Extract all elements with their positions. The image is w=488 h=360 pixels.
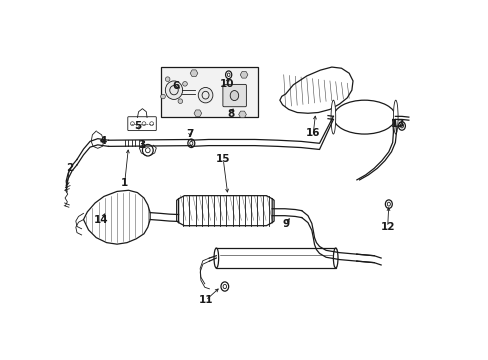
Text: 1: 1 [121,177,128,188]
Bar [216,248,335,268]
FancyBboxPatch shape [127,117,156,131]
Ellipse shape [142,144,153,156]
Polygon shape [178,195,272,226]
Ellipse shape [230,91,238,100]
Ellipse shape [187,139,194,148]
Text: 7: 7 [186,129,193,139]
Text: 8: 8 [227,109,234,120]
Text: 14: 14 [94,215,109,225]
Text: 11: 11 [198,295,212,305]
Text: 15: 15 [216,154,230,165]
Polygon shape [83,190,150,244]
Text: 10: 10 [220,78,234,89]
Circle shape [149,122,153,126]
Text: 13: 13 [390,119,405,129]
Ellipse shape [333,100,395,134]
Circle shape [178,99,183,103]
Ellipse shape [227,73,229,77]
Ellipse shape [165,81,183,99]
Text: 5: 5 [134,121,141,131]
Ellipse shape [202,91,208,99]
Ellipse shape [398,122,405,130]
Ellipse shape [221,282,228,291]
Ellipse shape [386,202,389,206]
Circle shape [161,94,165,99]
Ellipse shape [225,71,231,78]
Ellipse shape [333,248,337,268]
FancyBboxPatch shape [223,84,246,107]
Circle shape [183,81,187,86]
Text: 9: 9 [282,219,288,229]
Ellipse shape [223,284,226,289]
Text: 16: 16 [305,127,320,138]
Circle shape [142,122,145,126]
Ellipse shape [198,87,212,103]
Ellipse shape [393,100,397,134]
Text: 2: 2 [65,163,73,173]
Ellipse shape [189,141,192,145]
Ellipse shape [385,200,391,208]
Text: 4: 4 [99,136,106,147]
Polygon shape [279,67,352,113]
Ellipse shape [169,86,178,95]
Ellipse shape [330,100,335,134]
Circle shape [165,77,170,81]
Text: 12: 12 [380,222,394,232]
Ellipse shape [145,148,150,153]
Circle shape [130,122,134,126]
Ellipse shape [214,248,218,268]
Text: 3: 3 [139,140,146,150]
Ellipse shape [400,124,403,128]
Bar [160,67,257,117]
Text: 6: 6 [172,81,179,91]
